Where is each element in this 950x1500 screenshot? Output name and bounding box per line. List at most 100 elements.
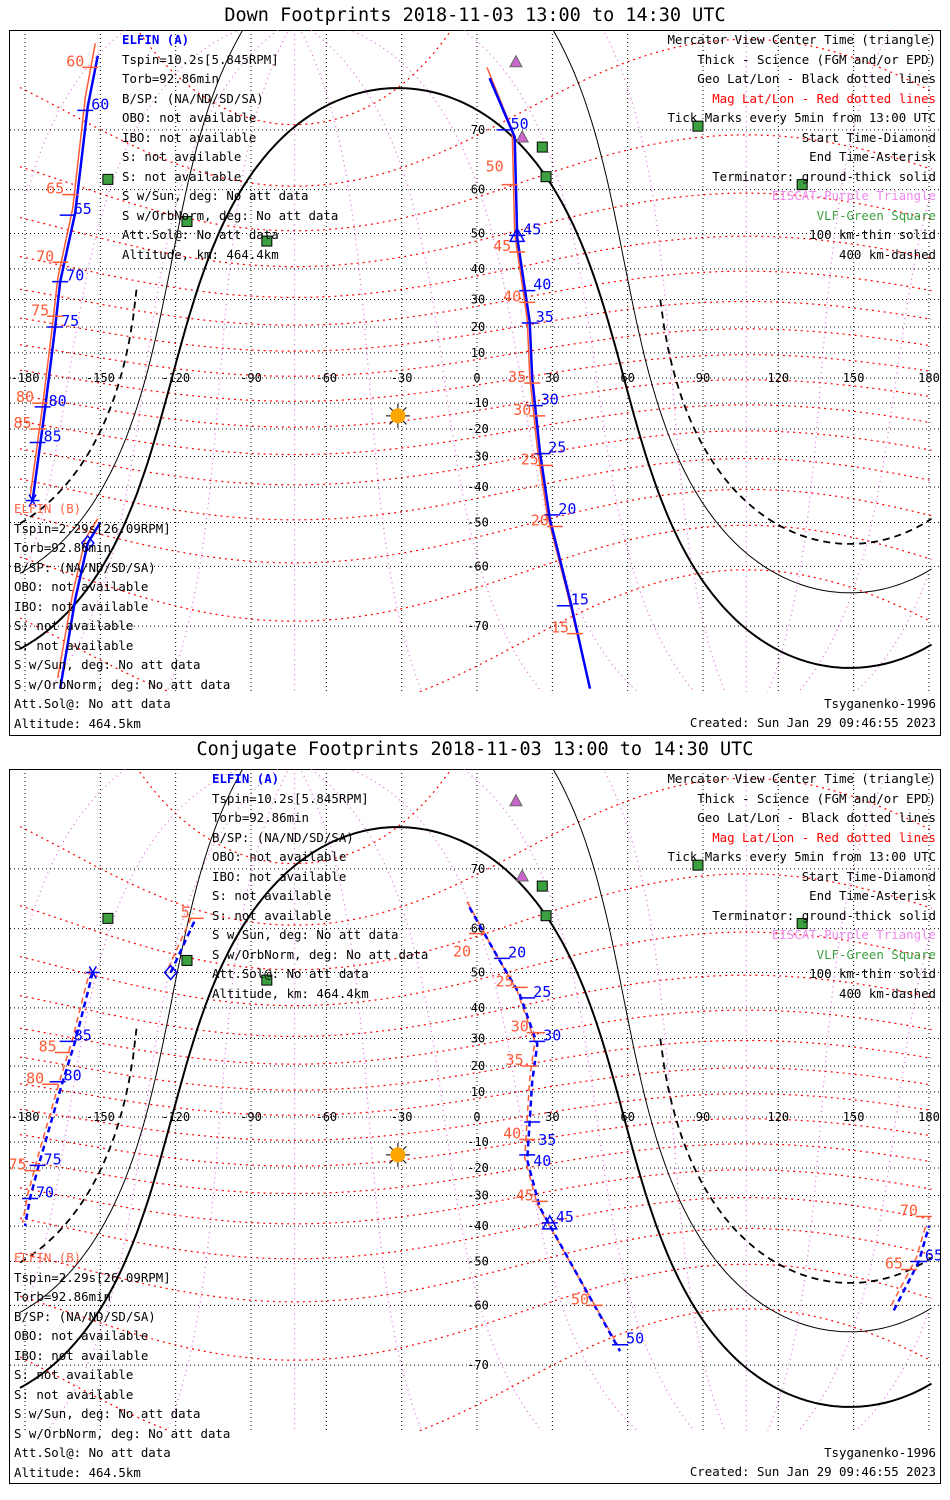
info-line: S: not available	[14, 1367, 134, 1382]
mag-lat-line	[137, 30, 452, 126]
lon-tick-label: -90	[240, 371, 262, 385]
terminator-400km	[659, 1038, 932, 1284]
lat-tick-label: -30	[467, 1189, 489, 1203]
time-tick-label: 25	[548, 439, 566, 457]
time-tick-label: 70	[36, 1183, 54, 1201]
vlf-station-square	[536, 880, 548, 892]
info-line: Torb=92.86min	[212, 810, 309, 825]
time-tick-label: 5	[181, 903, 190, 921]
info-line: OBO: not available	[14, 579, 149, 594]
time-tick-label: 70	[36, 247, 54, 265]
vlf-station-square	[181, 215, 193, 227]
lon-tick-label: 180	[918, 1110, 940, 1124]
time-tick-label: 80	[26, 1069, 44, 1087]
time-tick-label: 80	[64, 1067, 82, 1085]
map-panel: -180 -150 -120 -90 -60 -30 0 30 60 90 120 150 180 70 6…	[9, 30, 941, 736]
time-tick-label: 20	[558, 500, 576, 518]
terminator-ground	[19, 87, 933, 669]
time-tick-label: 75	[31, 301, 49, 319]
lat-tick-label: -40	[467, 480, 489, 494]
info-line: Att.Sol@: No att data	[122, 227, 279, 242]
mag-lon-line	[745, 30, 748, 692]
time-tick-label: 35	[506, 1051, 524, 1069]
lat-tick-label: 60	[471, 183, 485, 197]
lon-tick-label: 120	[767, 371, 789, 385]
sun-icon	[385, 403, 410, 428]
lon-tick-label: -120	[161, 371, 190, 385]
time-tick-label: 25	[496, 972, 514, 990]
mag-lat-line	[19, 192, 932, 268]
legend-item: Terminator: ground-thick solid	[712, 168, 936, 184]
info-line: S: not available	[122, 168, 242, 184]
mag-lon-line	[26, 769, 242, 1307]
legend: Mercator View Center Time (triangle) Thic…	[667, 769, 936, 1003]
mag-lat-line	[19, 134, 932, 232]
time-tick-label: 75	[61, 312, 79, 330]
mag-lon-line	[293, 30, 296, 692]
time-tick-label: 40	[533, 1152, 551, 1170]
track-line	[488, 77, 592, 689]
legend-item: VLF-Green Square	[816, 207, 936, 223]
vlf-station-square	[261, 974, 273, 986]
time-tick-label: 50	[511, 115, 529, 133]
model-label: Tsyganenko-1996	[824, 696, 936, 711]
info-line: S: not available	[14, 618, 134, 633]
lon-tick-label: 0	[473, 371, 480, 385]
mag-lat-line	[19, 931, 932, 1007]
time-tick-label: 15	[571, 591, 589, 609]
lat-tick-label: 10	[471, 346, 485, 360]
sun-disc	[390, 408, 406, 424]
time-tick-label: 50	[626, 1330, 644, 1348]
vlf-station-square	[536, 141, 548, 153]
lon-tick-label: -30	[391, 371, 413, 385]
vlf-station-square	[102, 173, 114, 185]
lon-tick-label: -90	[240, 1110, 262, 1124]
info-line: B/SP: (NA/ND/SD/SA)	[14, 559, 156, 575]
track-line	[468, 906, 622, 1352]
lat-tick-label: -20	[467, 1161, 489, 1175]
legend-item: Start Time-Diamond	[801, 868, 936, 884]
mag-lat-line	[19, 1227, 932, 1303]
asterisk-stroke	[28, 494, 37, 507]
info-line: Tspin=10.2s[5.845RPM]	[122, 51, 279, 67]
info-line: Altitude, km: 464.4km	[122, 246, 279, 262]
info-line: Altitude, km: 464.4km	[212, 985, 369, 1001]
time-tick-label: 30	[541, 391, 559, 409]
mag-lon-line	[166, 769, 290, 1431]
lon-tick-label: -60	[315, 371, 337, 385]
elfin-a-info: ELFIN (A) Tspin=10.2s[5.845RPM] Torb=92.8…	[122, 30, 338, 264]
mag-lon-line	[166, 30, 290, 692]
time-tick-label: 40	[503, 287, 521, 305]
info-line: Torb=92.86min	[14, 540, 111, 555]
lat-tick-label: 40	[471, 262, 485, 276]
elfin-a-lines: Tspin=10.2s[5.845RPM] Torb=92.86min B/SP: …	[212, 789, 428, 1004]
lat-tick-label: -50	[467, 516, 489, 530]
legend-item: Mag Lat/Lon - Red dotted lines	[712, 829, 936, 845]
info-line: OBO: not available	[14, 1328, 149, 1343]
info-line: Att.Sol@: No att data	[212, 966, 369, 981]
mag-track-line	[21, 968, 92, 1224]
info-line: B/SP: (NA/ND/SD/SA)	[212, 829, 354, 845]
info-line: S: not available	[14, 1386, 134, 1402]
time-tick-label: 50	[486, 158, 504, 176]
time-tick-label: 65	[925, 1247, 943, 1265]
info-line: S w/OrbNorm, deg: No att data	[14, 676, 231, 692]
time-tick-label: 85	[74, 1026, 92, 1044]
info-line: S: not available	[212, 888, 332, 903]
info-line: B/SP: (NA/ND/SD/SA)	[122, 90, 264, 106]
time-tick-label: 20	[453, 943, 471, 961]
legend-item: Mercator View Center Time (triangle)	[667, 771, 936, 786]
info-line: S w/OrbNorm, deg: No att data	[14, 1425, 231, 1441]
elfin-b-info: ELFIN (B) Tspin=2.29s[26.09RPM] Torb=92.8…	[14, 1248, 230, 1482]
legend-item: Start Time-Diamond	[801, 129, 936, 145]
mag-lon-line	[45, 769, 280, 1431]
elfin-b-name: ELFIN (B)	[14, 1250, 82, 1265]
legend-item: Geo Lat/Lon - Black dotted lines	[697, 71, 936, 86]
terminator-ground	[19, 826, 933, 1408]
time-tick-label: 65	[74, 200, 92, 218]
time-tick-label: 25	[533, 983, 551, 1001]
vlf-station-square	[181, 954, 193, 966]
lat-tick-label: -10	[467, 1135, 489, 1149]
eiscat-station-triangle	[509, 793, 523, 807]
